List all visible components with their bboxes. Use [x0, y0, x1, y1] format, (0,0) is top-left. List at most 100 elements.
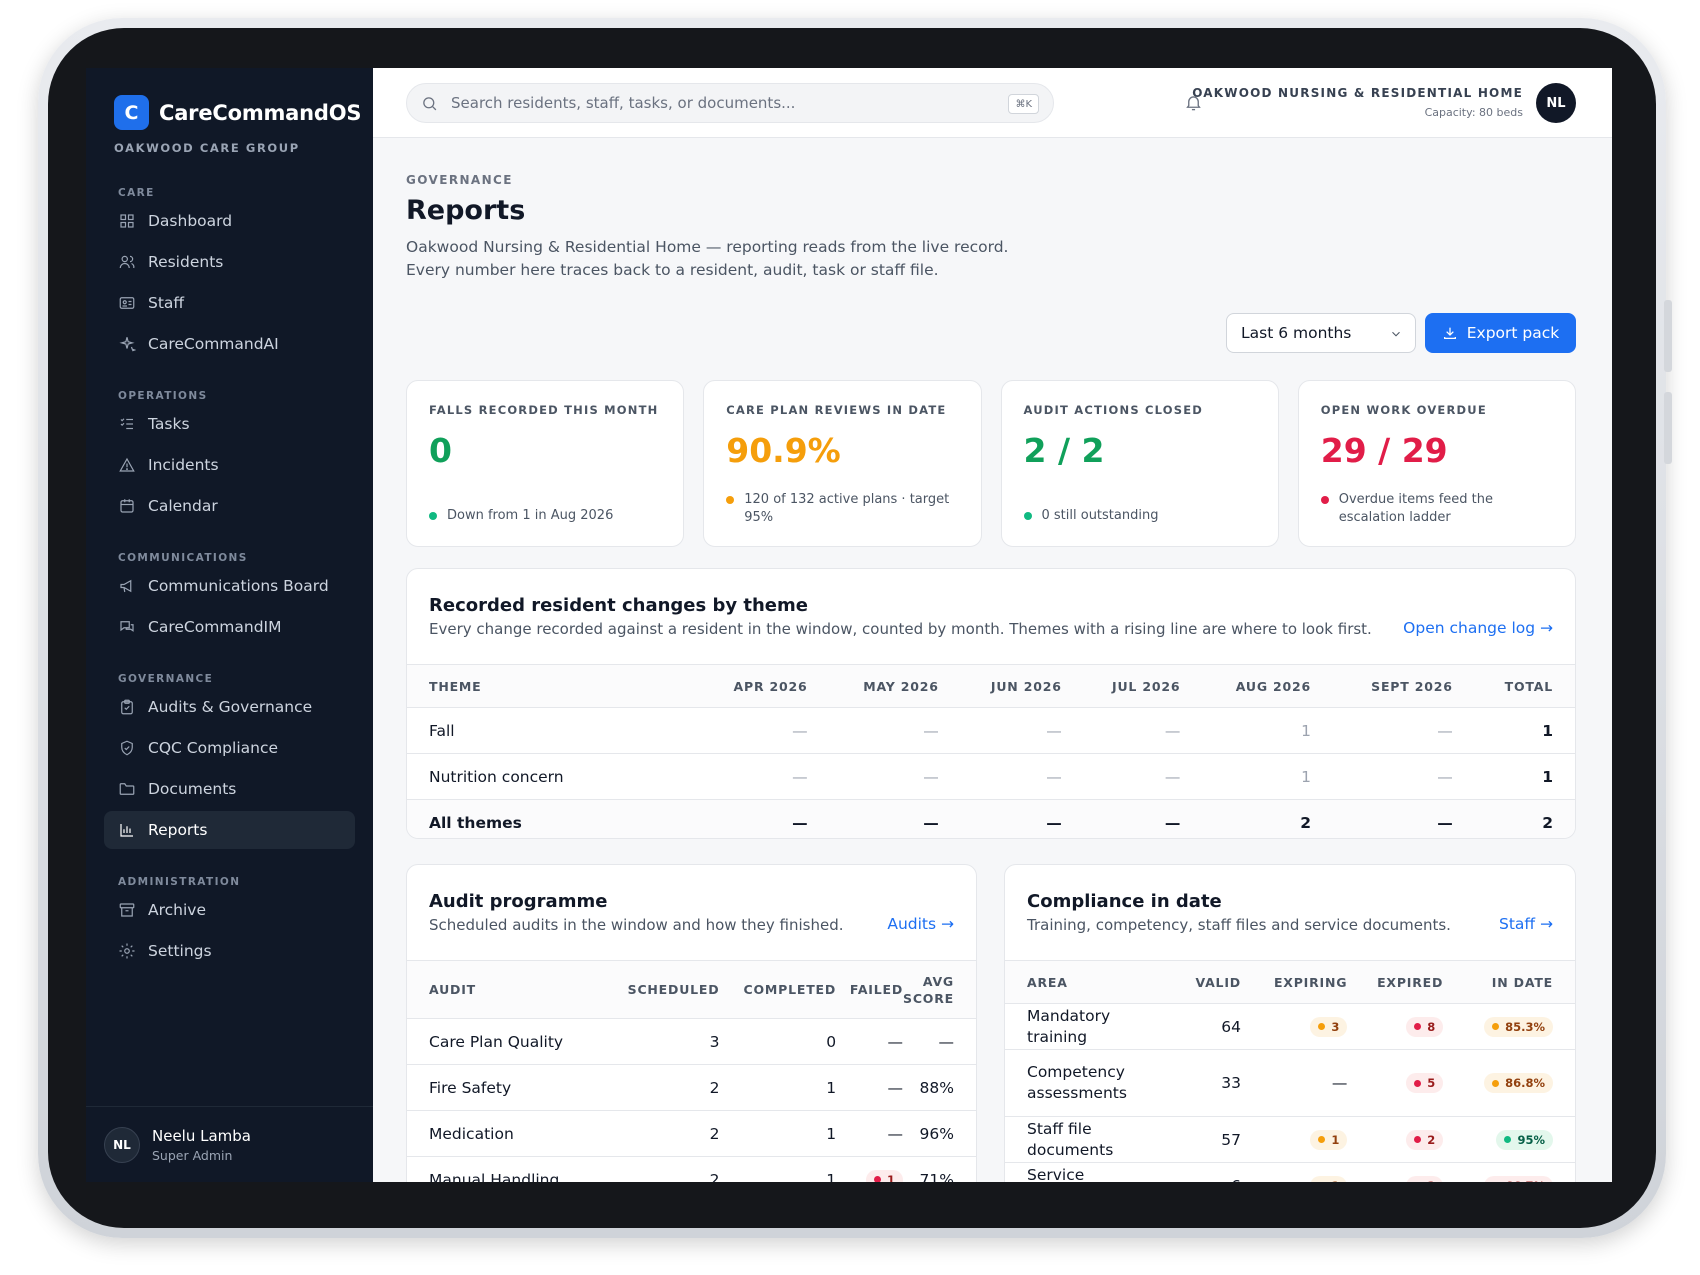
column-header: APR 2026 — [679, 664, 808, 708]
main-area: Search residents, staff, tasks, or docum… — [373, 68, 1612, 1182]
table-row[interactable]: Service documents6 1 2 66.7% — [1005, 1162, 1575, 1182]
export-pack-label: Export pack — [1466, 324, 1560, 342]
kpi-note-text: Down from 1 in Aug 2026 — [447, 508, 614, 523]
badge-value: 95% — [1517, 1132, 1545, 1147]
table-header-row: AREA VALID EXPIRING EXPIRED IN DATE — [1005, 960, 1575, 1004]
compliance-valid: 6 — [1175, 1162, 1241, 1182]
badge-value: 5 — [1427, 1076, 1436, 1091]
compliance-area: Service documents — [1005, 1162, 1175, 1182]
table-cell: 1 — [1180, 707, 1312, 754]
table-cell: All themes — [407, 799, 680, 838]
gear-icon — [118, 942, 136, 960]
column-header: MAY 2026 — [807, 664, 939, 708]
sidebar-item-carecommandai[interactable]: CareCommandAI — [104, 325, 355, 363]
user-profile[interactable]: NL Neelu Lamba Super Admin — [86, 1106, 373, 1182]
sidebar-item-label: Audits & Governance — [148, 698, 313, 716]
sidebar-item-reports[interactable]: Reports — [104, 811, 355, 849]
table-row[interactable]: Medication 2 1—96% — [407, 1110, 976, 1157]
table-row[interactable]: Fire Safety 2 1—88% — [407, 1064, 976, 1111]
clipboard-icon — [118, 698, 136, 716]
search-input[interactable]: Search residents, staff, tasks, or docum… — [406, 83, 1054, 123]
sidebar-item-calendar[interactable]: Calendar — [104, 487, 355, 525]
sidebar-item-carecommandim[interactable]: CareCommandIM — [104, 608, 355, 646]
open-change-log-link[interactable]: Open change log → — [1403, 619, 1553, 637]
sidebar-item-tasks[interactable]: Tasks — [104, 405, 355, 443]
kpi-card[interactable]: AUDIT ACTIONS CLOSED 2 / 2 0 still outstan… — [1000, 380, 1279, 547]
avatar[interactable]: NL — [1536, 83, 1576, 123]
checklist-icon — [118, 415, 136, 433]
sidebar-item-archive[interactable]: Archive — [104, 891, 355, 929]
table-row[interactable]: Manual Handling 2 1 1 71% — [407, 1156, 976, 1182]
sidebar-item-label: CQC Compliance — [148, 739, 279, 757]
table-row[interactable]: Staff file documents 57 1 2 95% — [1005, 1116, 1575, 1163]
table-row[interactable]: Nutrition concern — — — —1—1 — [407, 753, 1575, 800]
kpi-card[interactable]: OPEN WORK OVERDUE 29 / 29 Overdue items fe… — [1297, 380, 1576, 547]
column-header: JUL 2026 — [1061, 664, 1181, 708]
sidebar-item-cqc-compliance[interactable]: CQC Compliance — [104, 729, 355, 767]
status-badge: 5 — [1406, 1073, 1444, 1094]
audit-completed: 1 — [719, 1064, 837, 1111]
nav-section-care: CARE — [118, 187, 155, 199]
table-cell: — — [1061, 799, 1181, 838]
sidebar-item-incidents[interactable]: Incidents — [104, 446, 355, 484]
table-cell: — — [938, 707, 1062, 754]
kpi-card[interactable]: FALLS RECORDED THIS MONTH 0 Down from 1 in… — [406, 380, 685, 547]
kpi-label: FALLS RECORDED THIS MONTH — [429, 403, 659, 417]
home-name[interactable]: OAKWOOD NURSING & RESIDENTIAL HOME — [1192, 86, 1523, 100]
table-cell: — — [1311, 707, 1453, 754]
chevron-down-icon — [1392, 331, 1400, 337]
compliance-valid: 57 — [1175, 1116, 1241, 1163]
date-range-select[interactable]: Last 6 months — [1226, 313, 1416, 353]
app-screen: C CareCommandOS OAKWOOD CARE GROUP CARE D… — [86, 68, 1612, 1182]
sidebar-item-documents[interactable]: Documents — [104, 770, 355, 808]
notifications-button[interactable] — [1184, 93, 1203, 116]
users-icon — [118, 253, 136, 271]
search-icon — [423, 96, 437, 110]
sidebar-item-label: Reports — [148, 821, 208, 839]
sidebar-item-label: CareCommandAI — [148, 335, 279, 353]
kpi-value: 2 / 2 — [1023, 431, 1105, 470]
status-badge: 8 — [1406, 1016, 1444, 1037]
page-title: Reports — [406, 195, 526, 226]
nav-section-administration: ADMINISTRATION — [118, 876, 241, 888]
sidebar-item-residents[interactable]: Residents — [104, 243, 355, 281]
compliance-area: Staff file documents — [1005, 1116, 1175, 1163]
sidebar-item-audits-and-governance[interactable]: Audits & Governance — [104, 688, 355, 726]
audit-table: AUDIT SCHEDULED COMPLETED FAILED AVG SCORE Ca… — [407, 960, 976, 1182]
audit-scheduled: 2 — [603, 1064, 720, 1111]
table-row[interactable]: Care Plan Quality 3 0— — — [407, 1018, 976, 1065]
table-row[interactable]: Fall — — — —1—1 — [407, 707, 1575, 754]
table-cell: — — [938, 753, 1062, 800]
sidebar-item-dashboard[interactable]: Dashboard — [104, 202, 355, 240]
table-cell: Fall — [407, 707, 680, 754]
table-cell: — — [679, 799, 808, 838]
staff-link[interactable]: Staff → — [1498, 915, 1553, 933]
search-placeholder: Search residents, staff, tasks, or docum… — [451, 94, 796, 112]
column-header: FAILED — [836, 960, 904, 1019]
table-cell: — — [807, 707, 939, 754]
kpi-label: AUDIT ACTIONS CLOSED — [1023, 403, 1204, 417]
table-cell: — — [807, 753, 939, 800]
kpi-note: 120 of 132 active plans · target 95% — [726, 491, 958, 527]
organisation-name: OAKWOOD CARE GROUP — [114, 141, 300, 155]
table-row[interactable]: Competency assessments 33— 5 86.8% — [1005, 1049, 1575, 1117]
brand[interactable]: C CareCommandOS — [86, 68, 373, 130]
table-row[interactable]: Mandatory training 64 3 8 85.3% — [1005, 1003, 1575, 1050]
table-cell: 2 — [1452, 799, 1575, 838]
audits-link[interactable]: Audits → — [887, 915, 954, 933]
kpi-note-text: 120 of 132 active plans · target 95% — [744, 492, 950, 525]
badge-value: 1 — [1331, 1179, 1339, 1182]
kpi-label: CARE PLAN REVIEWS IN DATE — [726, 403, 947, 417]
kpi-card[interactable]: CARE PLAN REVIEWS IN DATE 90.9% 120 of 132… — [703, 380, 982, 547]
column-header: AREA — [1005, 960, 1175, 1004]
sidebar-item-staff[interactable]: Staff — [104, 284, 355, 322]
export-pack-button[interactable]: Export pack — [1425, 313, 1576, 353]
sidebar-item-settings[interactable]: Settings — [104, 932, 355, 970]
sidebar-item-communications-board[interactable]: Communications Board — [104, 567, 355, 605]
compliance-valid: 64 — [1175, 1003, 1241, 1050]
sidebar-item-label: Staff — [148, 294, 185, 312]
status-badge: 1 — [866, 1169, 904, 1182]
table-cell: — — [938, 799, 1062, 838]
changes-title: Recorded resident changes by theme — [429, 595, 808, 616]
kpi-value: 29 / 29 — [1320, 431, 1448, 470]
